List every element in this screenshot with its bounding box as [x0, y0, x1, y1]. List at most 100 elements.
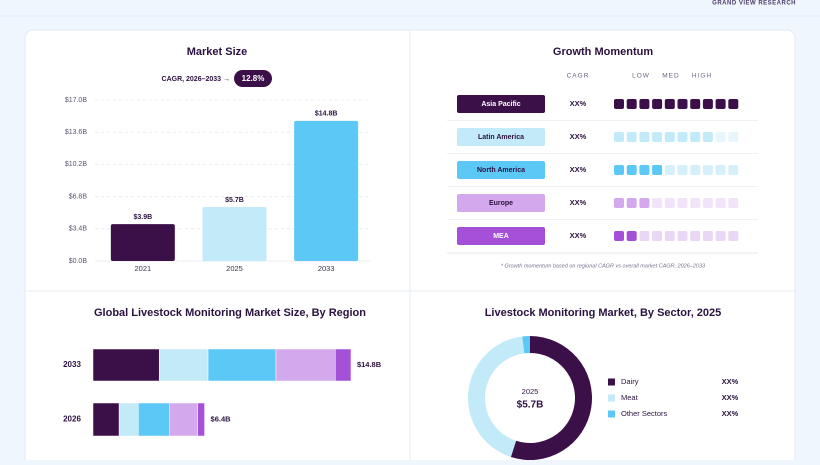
legend-swatch [608, 378, 615, 386]
bar [110, 224, 175, 261]
cagr-cell: XX% [570, 198, 587, 207]
legend-swatch [608, 394, 615, 402]
y-tick-label: $13.6B [65, 129, 88, 136]
momentum-dot [652, 132, 663, 142]
momentum-dot [614, 231, 624, 241]
bar-value-label: $14.8B [315, 111, 338, 118]
legend-label: Other Sectors [621, 409, 668, 418]
momentum-dot [715, 99, 726, 109]
momentum-dot [626, 231, 637, 241]
region-pill [457, 194, 545, 212]
region-label: North America [477, 167, 525, 174]
bar-value-label: $3.9B [133, 214, 152, 221]
legend-label: Meat [621, 393, 639, 402]
bar-segment [335, 348, 352, 382]
y-tick-label: $3.4B [69, 226, 88, 233]
y-tick-label: $17.0B [65, 97, 88, 104]
total-label: $6.4B [211, 414, 232, 423]
donut-slice [522, 336, 530, 354]
x-tick-label: 2033 [318, 264, 335, 273]
momentum-dot [690, 165, 701, 175]
momentum-dot [626, 132, 637, 142]
momentum-dot [690, 198, 701, 208]
momentum-dot [677, 231, 688, 241]
column-header: CAGR [567, 73, 590, 80]
momentum-dot [639, 165, 650, 175]
momentum-dot [626, 99, 637, 109]
bar-segment [92, 402, 120, 437]
momentum-dot [702, 165, 713, 175]
cagr-value: 12.8% [242, 74, 265, 83]
region-label: MEA [493, 233, 509, 240]
momentum-dot [728, 99, 739, 109]
momentum-dot [702, 99, 713, 109]
momentum-dot [664, 99, 675, 109]
center-label: 2025 [522, 387, 539, 396]
momentum-dot [626, 198, 637, 208]
cagr-pill [234, 70, 272, 87]
cagr-cell: XX% [570, 99, 587, 108]
momentum-dot [690, 132, 701, 142]
column-header: LOW [632, 73, 650, 80]
y-tick-label: $10.2B [65, 161, 88, 168]
momentum-dot [715, 132, 726, 142]
column-header: MED [662, 73, 679, 80]
momentum-dot [639, 231, 650, 241]
legend-share: XX% [722, 393, 739, 402]
bar-segment [92, 348, 160, 382]
x-tick-label: 2021 [134, 264, 151, 273]
bar-segment [197, 402, 205, 437]
momentum-dot [639, 198, 650, 208]
total-label: $14.8B [357, 360, 382, 369]
momentum-dot [677, 165, 688, 175]
region-label: Latin America [478, 134, 524, 141]
column-header: HIGH [692, 73, 712, 80]
momentum-dot [639, 132, 650, 142]
y-tick-label: $0.0B [69, 258, 88, 265]
footnote: * Growth momentum based on regional CAGR… [501, 263, 706, 269]
row-label: 2026 [63, 415, 81, 424]
region-label: Asia Pacific [481, 101, 520, 108]
bar [294, 120, 359, 261]
cagr-cell: XX% [570, 231, 587, 240]
bar [202, 207, 267, 261]
legend-label: Dairy [621, 377, 639, 386]
momentum-dot [728, 165, 739, 175]
momentum-dot [664, 231, 675, 241]
momentum-dot [677, 132, 688, 142]
legend-share: XX% [722, 409, 739, 418]
cagr-label: CAGR, 2026–2033 → [162, 76, 230, 83]
brand: GRAND VIEW RESEARCH [712, 1, 796, 7]
bar-segment [275, 348, 336, 382]
y-tick-label: $6.8B [69, 193, 88, 200]
row-label: 2033 [63, 360, 81, 369]
cagr-cell: XX% [570, 165, 587, 174]
momentum-dot [715, 231, 726, 241]
momentum-dot [614, 99, 624, 109]
bar-value-label: $5.7B [225, 197, 244, 204]
donut-slice [467, 336, 525, 457]
legend-swatch [608, 410, 615, 418]
momentum-dot [728, 231, 739, 241]
x-tick-label: 2025 [226, 264, 243, 273]
region-pill [457, 95, 545, 113]
center-value: $5.7B [517, 400, 544, 411]
momentum-dot [614, 198, 624, 208]
momentum-dot [702, 231, 713, 241]
momentum-dot [677, 198, 688, 208]
momentum-dot [626, 165, 637, 175]
cagr-cell: XX% [570, 132, 587, 141]
chart-title: Global Livestock Monitoring Market Size,… [94, 307, 366, 319]
region-label: Europe [489, 200, 513, 207]
momentum-dot [664, 198, 675, 208]
momentum-dot [677, 99, 688, 109]
momentum-dot [664, 165, 675, 175]
momentum-dot [715, 198, 726, 208]
momentum-dot [639, 99, 650, 109]
momentum-dot [715, 165, 726, 175]
legend-share: XX% [722, 377, 739, 386]
bar-segment [207, 348, 277, 382]
region-pill [457, 227, 545, 245]
